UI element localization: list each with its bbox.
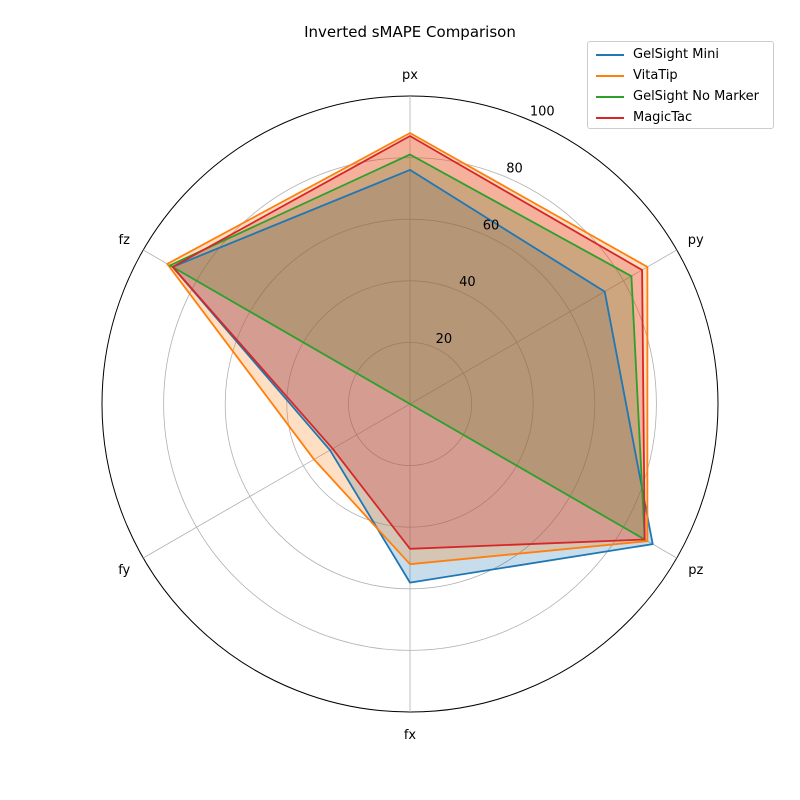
axis-label: px	[402, 68, 418, 83]
legend-label: VitaTip	[633, 68, 678, 83]
series-fill	[167, 133, 648, 565]
chart-title: Inverted sMAPE Comparison	[304, 23, 516, 41]
series-fill	[169, 154, 645, 540]
legend-item: VitaTip	[596, 65, 773, 86]
legend-label: GelSight No Marker	[633, 89, 760, 104]
axis-label: fz	[119, 233, 131, 248]
axis-label: pz	[688, 563, 703, 578]
axis-label: fx	[404, 728, 417, 743]
axis-label: py	[688, 233, 704, 248]
series-fill	[172, 169, 653, 583]
legend-swatch	[596, 95, 624, 98]
legend: GelSight Mini VitaTip GelSight No Marker…	[587, 41, 774, 129]
radial-tick-label: 20	[436, 332, 453, 347]
radial-tick-label: 100	[530, 104, 555, 119]
radial-tick-label: 60	[483, 218, 500, 233]
radial-tick-label: 80	[506, 161, 523, 176]
series-fill	[172, 136, 645, 549]
legend-swatch	[596, 116, 624, 119]
axis-spoke	[143, 403, 411, 559]
series-line	[166, 132, 649, 566]
series-line	[171, 135, 646, 550]
legend-item: GelSight Mini	[596, 44, 773, 65]
legend-label: MagicTac	[633, 110, 693, 125]
axis-spoke	[409, 249, 677, 405]
radial-tick-label: 40	[459, 275, 476, 290]
legend-swatch	[596, 74, 624, 77]
legend-item: GelSight No Marker	[596, 86, 773, 107]
legend-label: GelSight Mini	[633, 47, 719, 62]
legend-swatch	[596, 53, 624, 56]
legend-item: MagicTac	[596, 107, 773, 128]
axis-label: fy	[118, 563, 130, 578]
